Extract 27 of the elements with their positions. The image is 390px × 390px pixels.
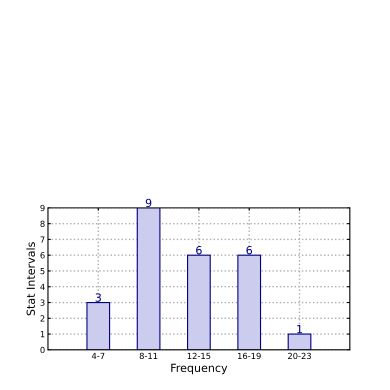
y-tick-label: 5 [40,268,44,274]
bar [187,254,211,350]
x-tick-label: 4-7 [92,352,104,359]
x-tick-label: 20-23 [288,352,311,360]
y-tick-label: 9 [40,204,45,212]
data-label: 9 [146,198,152,208]
data-label: 6 [246,246,252,254]
data-label: 3 [96,293,101,302]
x-tick-label: 16-19 [238,352,261,360]
x-tick-label: 8-11 [140,352,158,360]
x-tick-label: 12-15 [188,352,210,360]
data-label: 1 [297,325,302,334]
y-tick-label: 4 [40,284,45,290]
bar [288,334,312,350]
y-tick-label: 6 [40,252,45,258]
x-axis-title: Frequency [171,364,228,374]
y-tick-label: 2 [40,315,44,322]
y-tick-label: 8 [40,220,45,227]
data-label: 6 [196,246,202,254]
y-tick-label: 3 [40,299,45,306]
y-tick-label: 7 [40,236,44,243]
y-tick-label: 0 [40,346,45,354]
y-tick-label: 1 [40,331,44,338]
bar [86,302,110,350]
bar [136,208,160,350]
y-axis-title: Stat Intervals [26,242,35,316]
bar [237,254,262,350]
